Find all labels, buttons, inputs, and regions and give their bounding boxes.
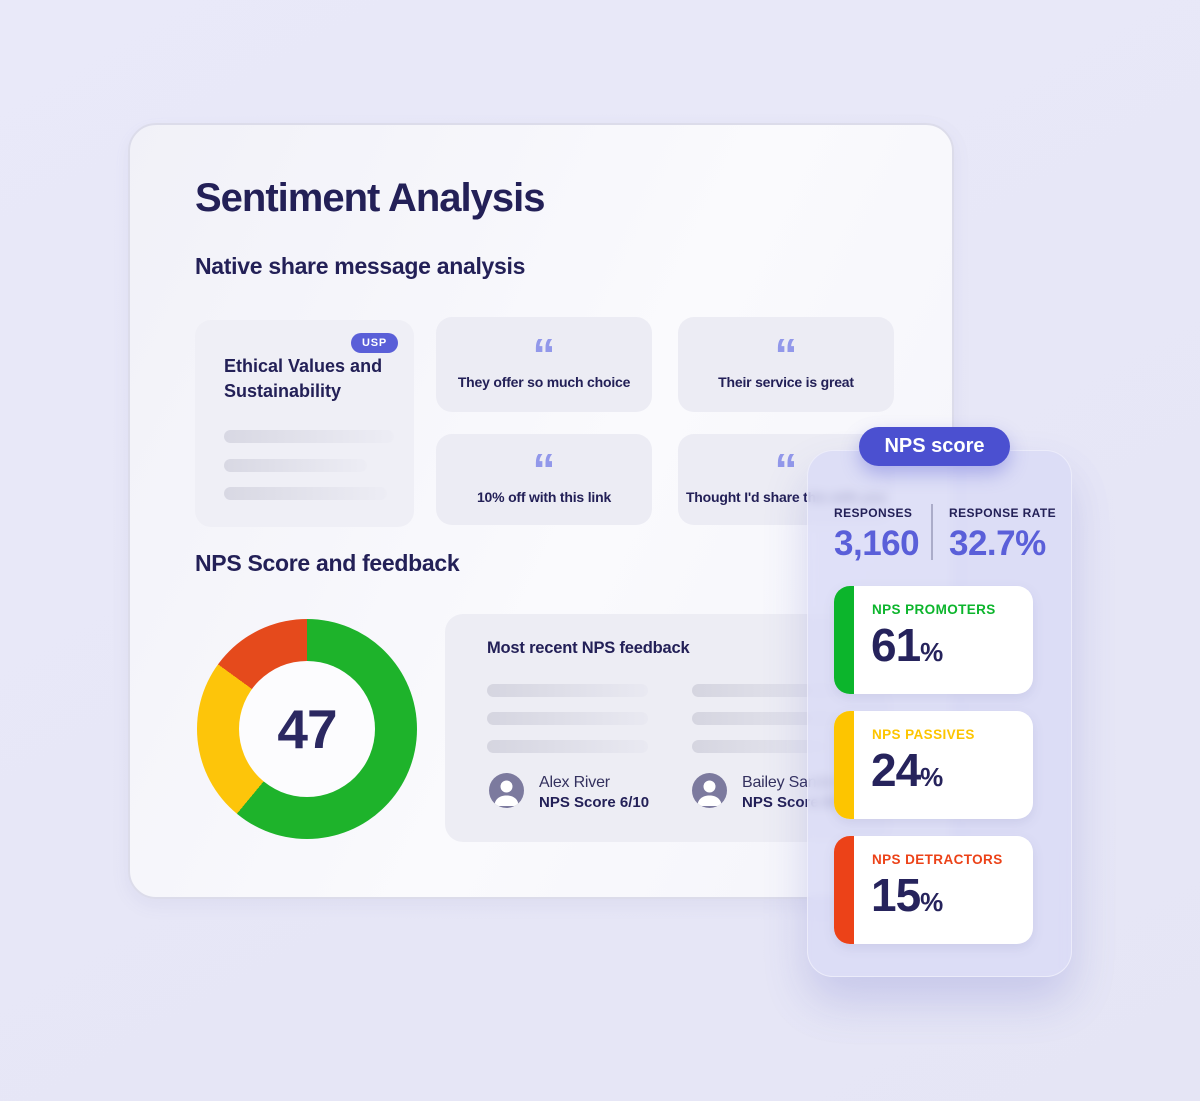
stat-responses: RESPONSES 3,160 (834, 506, 920, 564)
avatar (489, 773, 524, 808)
skeleton-line (487, 740, 648, 753)
quote-text: Their service is great (718, 374, 854, 390)
feedback-card-title: Most recent NPS feedback (487, 639, 690, 657)
segment-label: NPS PASSIVES (872, 727, 975, 742)
stat-label: RESPONSE RATE (949, 506, 1056, 520)
segment-label: NPS DETRACTORS (872, 852, 1003, 867)
person-icon (697, 780, 722, 806)
skeleton-line (487, 712, 648, 725)
quote-icon: “ (532, 444, 556, 496)
skeleton-line (224, 487, 387, 500)
segment-value-row: 61% (871, 618, 943, 672)
segment-value-row: 15% (871, 868, 943, 922)
feedback-score: NPS Score 6/10 (539, 794, 650, 811)
skeleton-line (692, 740, 832, 753)
segment-card: NPS DETRACTORS 15% (834, 836, 1033, 944)
stat-label: RESPONSES (834, 506, 913, 520)
skeleton-line (224, 430, 394, 443)
usp-card-title: Ethical Values and Sustainability (224, 356, 383, 401)
segment-accent-bar (834, 836, 854, 944)
nps-panel: RESPONSES 3,160 RESPONSE RATE 32.7% NPS … (807, 450, 1072, 977)
segment-accent-bar (834, 586, 854, 694)
quote-card: “ They offer so much choice (436, 317, 652, 412)
quote-text: They offer so much choice (457, 374, 631, 390)
page-title: Sentiment Analysis (195, 176, 546, 220)
segment-value: 15 (871, 869, 921, 921)
stat-value: 32.7% (949, 524, 1046, 563)
quote-icon: “ (774, 444, 798, 496)
nps-score-badge: NPS score (859, 427, 1010, 466)
usp-badge: USP (350, 333, 398, 353)
stats-divider (931, 504, 933, 560)
nps-donut: 47 (197, 619, 417, 839)
nps-donut-center: 47 (239, 661, 375, 797)
feedback-name: Alex River (539, 774, 610, 791)
segment-label: NPS PROMOTERS (872, 602, 996, 617)
quote-text: 10% off with this link (476, 489, 612, 505)
usp-card: USP Ethical Values and Sustainability (195, 320, 414, 527)
section-title-share: Native share message analysis (195, 253, 526, 279)
person-icon (494, 780, 519, 806)
segment-unit: % (920, 887, 944, 917)
avatar (692, 773, 727, 808)
section-title-nps: NPS Score and feedback (195, 550, 460, 576)
segment-unit: % (920, 637, 944, 667)
skeleton-line (224, 459, 367, 472)
stat-value: 3,160 (834, 524, 920, 563)
segment-card: NPS PASSIVES 24% (834, 711, 1033, 819)
nps-score-value: 47 (277, 698, 337, 760)
quote-card: “ Their service is great (678, 317, 894, 412)
quote-icon: “ (532, 329, 556, 381)
segment-value: 61 (871, 619, 921, 671)
skeleton-line (487, 684, 648, 697)
segment-value-row: 24% (871, 743, 943, 797)
segment-accent-bar (834, 711, 854, 819)
segment-unit: % (920, 762, 944, 792)
quote-card: “ 10% off with this link (436, 434, 652, 525)
quote-icon: “ (774, 329, 798, 381)
segment-card: NPS PROMOTERS 61% (834, 586, 1033, 694)
segment-value: 24 (871, 744, 921, 796)
stat-response-rate: RESPONSE RATE 32.7% (949, 506, 1056, 564)
